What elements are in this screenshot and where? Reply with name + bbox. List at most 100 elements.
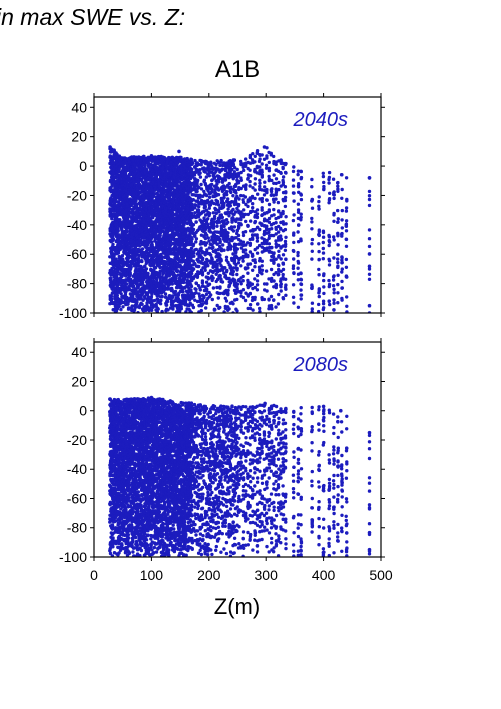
scatter-point [200,279,205,283]
scatter-point [109,294,114,299]
scatter-point [218,305,222,310]
scatter-point [119,307,123,312]
scatter-point [192,251,196,255]
scatter-point [203,268,207,272]
scatter-point [191,227,196,232]
scatter-point [206,217,210,221]
scatter-point [160,294,164,299]
scatter-point [190,237,194,241]
scatter-point [124,290,128,294]
scatter-point [211,276,215,280]
scatter-point [194,291,198,295]
scatter-point [206,198,210,202]
scatter-point [140,247,145,251]
scatter-point [137,305,142,310]
scatter-point [206,275,210,280]
scatter-point [158,302,163,306]
scatter-point [211,224,216,228]
scatter-point [204,306,208,310]
scatter-point [136,256,141,261]
scatter-point [108,255,112,259]
scatter-point [124,282,129,286]
scatter-point [134,219,138,224]
scatter-point [210,297,214,302]
scatter-point [213,308,217,312]
scatter-point [113,175,118,180]
scatter-point [173,289,178,294]
scatter-point [150,308,154,312]
scatter-point [171,307,175,311]
scatter-point [198,294,202,299]
scatter-point [115,273,119,277]
scatter-point [194,237,199,241]
scatter-point [139,259,144,263]
scatter-point [126,307,131,311]
scatter-point [206,222,210,227]
scatter-point [141,280,145,285]
scatter-point [204,175,208,179]
scatter-point [198,175,203,179]
scatter-point [209,253,213,257]
scatter-point [132,190,136,194]
scatter-point [194,247,198,252]
scatter-point [204,301,209,305]
scatter-point [217,180,221,184]
scatter-point [206,264,210,268]
scatter-point [197,205,201,209]
scatter-point [144,267,149,271]
scatter-point [199,187,204,191]
scatter-point [207,213,211,218]
scatter-point [121,257,125,261]
scatter-point [125,295,129,300]
scatter-point [216,296,220,300]
scatter-point [215,224,219,228]
scatter-point [208,162,213,166]
scatter-point [218,274,222,278]
scatter-point [113,212,117,216]
scatter-point [216,193,221,197]
scatter-point [189,271,194,276]
scatter-point [125,216,130,221]
scatter-point [218,286,222,290]
scatter-point [144,167,149,171]
figure-header-title: in max SWE vs. Z: [0,4,186,30]
scatter-point [199,163,203,167]
scatter-point [164,303,169,307]
scatter-point [116,259,120,263]
scatter-point [191,223,196,227]
scatter-point [138,244,142,248]
scatter-point [203,205,207,209]
scatter-point [206,236,210,240]
scatter-point [191,267,195,271]
scatter-point [134,167,138,171]
scatter-point [207,195,212,199]
scatter-point [146,271,150,276]
scatter-point [126,260,130,264]
scatter-point [211,286,216,290]
scatter-point [196,178,200,183]
scatter-point [146,295,150,299]
scatter-point [120,254,125,258]
scatter-point [216,247,220,252]
scatter-point [194,240,198,244]
scatter-point [121,305,125,309]
scatter-point [131,253,135,258]
scatter-point [200,270,205,275]
scatter-point [207,174,211,178]
scatter-point [170,282,174,286]
scatter-point [159,298,163,303]
scatter-point [111,237,116,241]
scatter-point [190,167,194,171]
scatter-point [127,207,132,211]
scatter-point [190,161,194,165]
scatter-point [130,304,134,308]
scatter-point [215,262,219,266]
scatter-point [111,242,115,247]
scatter-point [192,294,196,299]
scatter-point [117,304,121,309]
scatter-point [163,292,168,296]
scatter-point [218,239,222,244]
scatter-point [211,245,215,250]
scatter-point [160,256,164,260]
scatter-point [192,254,196,258]
